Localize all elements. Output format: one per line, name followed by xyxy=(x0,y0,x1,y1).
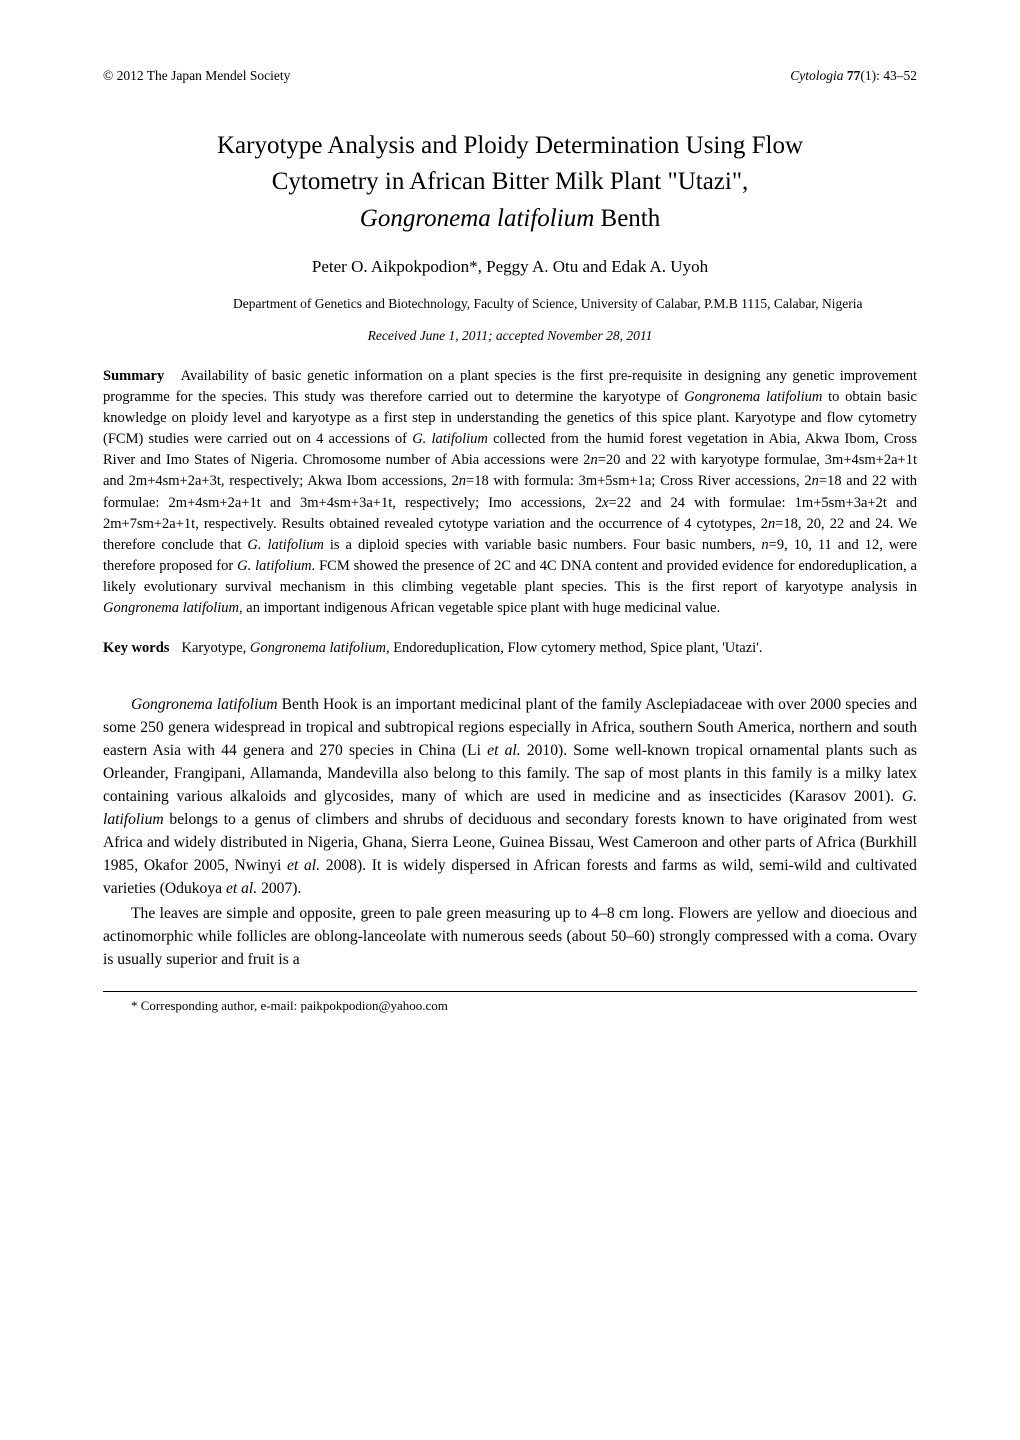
p1-etal-2: et al. xyxy=(287,857,320,874)
society-credit: © 2012 The Japan Mendel Society xyxy=(103,68,290,84)
title-block: Karyotype Analysis and Ploidy Determinat… xyxy=(103,128,917,277)
journal-vol: 77 xyxy=(847,68,861,83)
affiliation: Department of Genetics and Biotechnology… xyxy=(233,295,917,314)
summary-species-3: G. latifolium xyxy=(247,537,323,553)
summary-label: Summary xyxy=(103,368,164,384)
body-text: Gongronema latifolium Benth Hook is an i… xyxy=(103,693,917,972)
header-bar: © 2012 The Japan Mendel Society Cytologi… xyxy=(103,68,917,84)
summary-n5: n xyxy=(761,537,768,553)
journal-pages: : 43–52 xyxy=(876,68,917,83)
page-container: © 2012 The Japan Mendel Society Cytologi… xyxy=(0,0,1020,1440)
summary-species-5: Gongronema latifolium xyxy=(103,600,239,616)
p1-etal-1: et al. xyxy=(487,742,520,759)
p1-e: 2007). xyxy=(257,880,301,897)
summary-n1: n xyxy=(590,452,597,468)
keywords-label: Key words xyxy=(103,638,181,659)
summary-species-1: Gongronema latifolium xyxy=(684,389,822,405)
summary-text-12: , an important indigenous African vegeta… xyxy=(239,600,720,616)
authors: Peter O. Aikpokpodion*, Peggy A. Otu and… xyxy=(103,257,917,277)
body-paragraph-2: The leaves are simple and opposite, gree… xyxy=(103,902,917,971)
keywords-content: Karyotype, Gongronema latifolium, Endore… xyxy=(181,638,762,659)
keywords-block: Key words Karyotype, Gongronema latifoli… xyxy=(103,638,917,659)
title-line-1: Karyotype Analysis and Ploidy Determinat… xyxy=(217,132,803,159)
keywords-species: Gongronema latifolium xyxy=(250,640,386,656)
title-species: Gongronema latifolium xyxy=(360,205,595,232)
journal-issue: (1) xyxy=(860,68,876,83)
summary-text-9: is a diploid species with variable basic… xyxy=(324,537,762,553)
keywords-pre: Karyotype, xyxy=(181,640,249,656)
body-paragraph-1: Gongronema latifolium Benth Hook is an i… xyxy=(103,693,917,901)
summary-species-4: G. latifolium xyxy=(237,558,311,574)
summary-species-2: G. latifolium xyxy=(412,431,488,447)
abstract: Summary Availability of basic genetic in… xyxy=(103,366,917,620)
journal-name: Cytologia xyxy=(790,68,843,83)
title-authority: Benth xyxy=(594,205,660,232)
summary-n3: n xyxy=(812,473,819,489)
journal-citation: Cytologia 77(1): 43–52 xyxy=(790,68,917,84)
p1-species-1: Gongronema latifolium xyxy=(131,696,278,713)
summary-text-5: =18 with formula: 3m+5sm+1a; Cross River… xyxy=(466,473,812,489)
received-date: Received June 1, 2011; accepted November… xyxy=(103,328,917,344)
title-line-2: Cytometry in African Bitter Milk Plant "… xyxy=(272,168,749,195)
paper-title: Karyotype Analysis and Ploidy Determinat… xyxy=(103,128,917,237)
summary-n2: n xyxy=(459,473,466,489)
p1-etal-3: et al. xyxy=(226,880,257,897)
corresponding-author-footnote: * Corresponding author, e-mail: paikpokp… xyxy=(131,998,917,1014)
footnote-rule xyxy=(103,991,917,992)
keywords-post: , Endoreduplication, Flow cytomery metho… xyxy=(386,640,763,656)
